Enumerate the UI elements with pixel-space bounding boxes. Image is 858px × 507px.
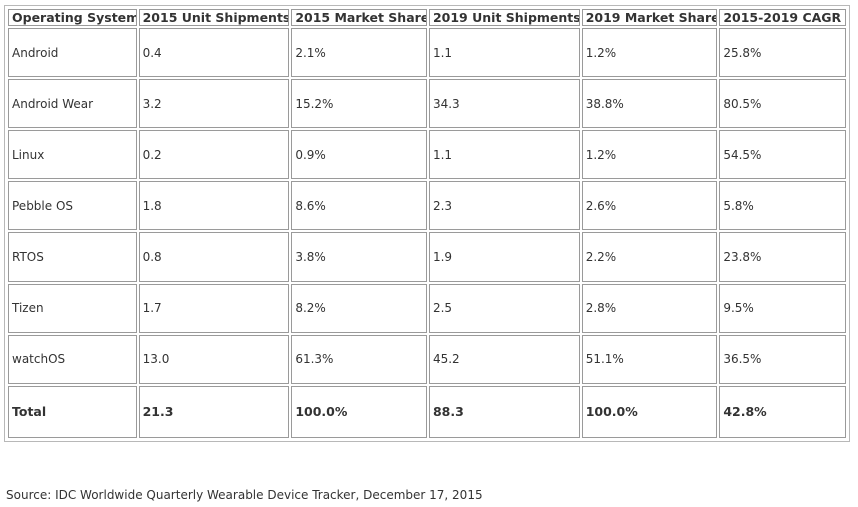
table-row: Android 0.4 2.1% 1.1 1.2% 25.8%: [8, 28, 846, 78]
table-row: watchOS 13.0 61.3% 45.2 51.1% 36.5%: [8, 334, 846, 384]
cell-2015-shipments: 0.8: [138, 232, 290, 282]
table-row: Android Wear 3.2 15.2% 34.3 38.8% 80.5%: [8, 79, 846, 129]
header-row: Operating System 2015 Unit Shipments 201…: [8, 9, 846, 26]
cell-2019-share: 2.2%: [581, 232, 718, 282]
cell-2015-shipments: 0.4: [138, 28, 290, 78]
total-2019-shipments: 88.3: [428, 385, 580, 438]
cell-cagr: 36.5%: [719, 334, 846, 384]
header-operating-system: Operating System: [8, 9, 137, 26]
cell-cagr: 80.5%: [719, 79, 846, 129]
shipments-table: Operating System 2015 Unit Shipments 201…: [6, 7, 848, 440]
cell-2015-shipments: 0.2: [138, 130, 290, 180]
cell-2015-shipments: 13.0: [138, 334, 290, 384]
table-row: Tizen 1.7 8.2% 2.5 2.8% 9.5%: [8, 283, 846, 333]
total-2019-share: 100.0%: [581, 385, 718, 438]
cell-2019-shipments: 2.3: [428, 181, 580, 231]
cell-2015-share: 0.9%: [291, 130, 427, 180]
cell-cagr: 54.5%: [719, 130, 846, 180]
cell-2019-share: 1.2%: [581, 130, 718, 180]
table-row: RTOS 0.8 3.8% 1.9 2.2% 23.8%: [8, 232, 846, 282]
cell-os: Linux: [8, 130, 137, 180]
cell-2019-share: 2.8%: [581, 283, 718, 333]
cell-2015-share: 15.2%: [291, 79, 427, 129]
header-2019-market-share: 2019 Market Share: [581, 9, 718, 26]
total-cagr: 42.8%: [719, 385, 846, 438]
cell-2019-shipments: 1.1: [428, 28, 580, 78]
table-row: Pebble OS 1.8 8.6% 2.3 2.6% 5.8%: [8, 181, 846, 231]
total-2015-shipments: 21.3: [138, 385, 290, 438]
header-2015-unit-shipments: 2015 Unit Shipments: [138, 9, 290, 26]
cell-2015-share: 61.3%: [291, 334, 427, 384]
cell-cagr: 23.8%: [719, 232, 846, 282]
cell-2019-share: 1.2%: [581, 28, 718, 78]
header-2015-market-share: 2015 Market Share: [291, 9, 427, 26]
cell-2015-share: 8.6%: [291, 181, 427, 231]
cell-2019-share: 51.1%: [581, 334, 718, 384]
header-cagr: 2015-2019 CAGR: [719, 9, 846, 26]
cell-2019-share: 2.6%: [581, 181, 718, 231]
cell-cagr: 9.5%: [719, 283, 846, 333]
source-note: Source: IDC Worldwide Quarterly Wearable…: [6, 488, 483, 502]
cell-2015-shipments: 1.8: [138, 181, 290, 231]
cell-os: RTOS: [8, 232, 137, 282]
cell-2015-share: 8.2%: [291, 283, 427, 333]
cell-2015-shipments: 3.2: [138, 79, 290, 129]
cell-2019-shipments: 1.9: [428, 232, 580, 282]
cell-os: Pebble OS: [8, 181, 137, 231]
cell-cagr: 25.8%: [719, 28, 846, 78]
cell-2019-share: 38.8%: [581, 79, 718, 129]
cell-os: watchOS: [8, 334, 137, 384]
total-2015-share: 100.0%: [291, 385, 427, 438]
cell-os: Android Wear: [8, 79, 137, 129]
cell-os: Tizen: [8, 283, 137, 333]
header-2019-unit-shipments: 2019 Unit Shipments: [428, 9, 580, 26]
table-row: Linux 0.2 0.9% 1.1 1.2% 54.5%: [8, 130, 846, 180]
shipments-table-frame: Operating System 2015 Unit Shipments 201…: [4, 5, 850, 442]
cell-2015-share: 3.8%: [291, 232, 427, 282]
cell-cagr: 5.8%: [719, 181, 846, 231]
total-row: Total 21.3 100.0% 88.3 100.0% 42.8%: [8, 385, 846, 438]
cell-os: Android: [8, 28, 137, 78]
cell-2019-shipments: 45.2: [428, 334, 580, 384]
cell-2019-shipments: 34.3: [428, 79, 580, 129]
cell-2015-share: 2.1%: [291, 28, 427, 78]
cell-2015-shipments: 1.7: [138, 283, 290, 333]
cell-2019-shipments: 2.5: [428, 283, 580, 333]
cell-2019-shipments: 1.1: [428, 130, 580, 180]
total-label: Total: [8, 385, 137, 438]
